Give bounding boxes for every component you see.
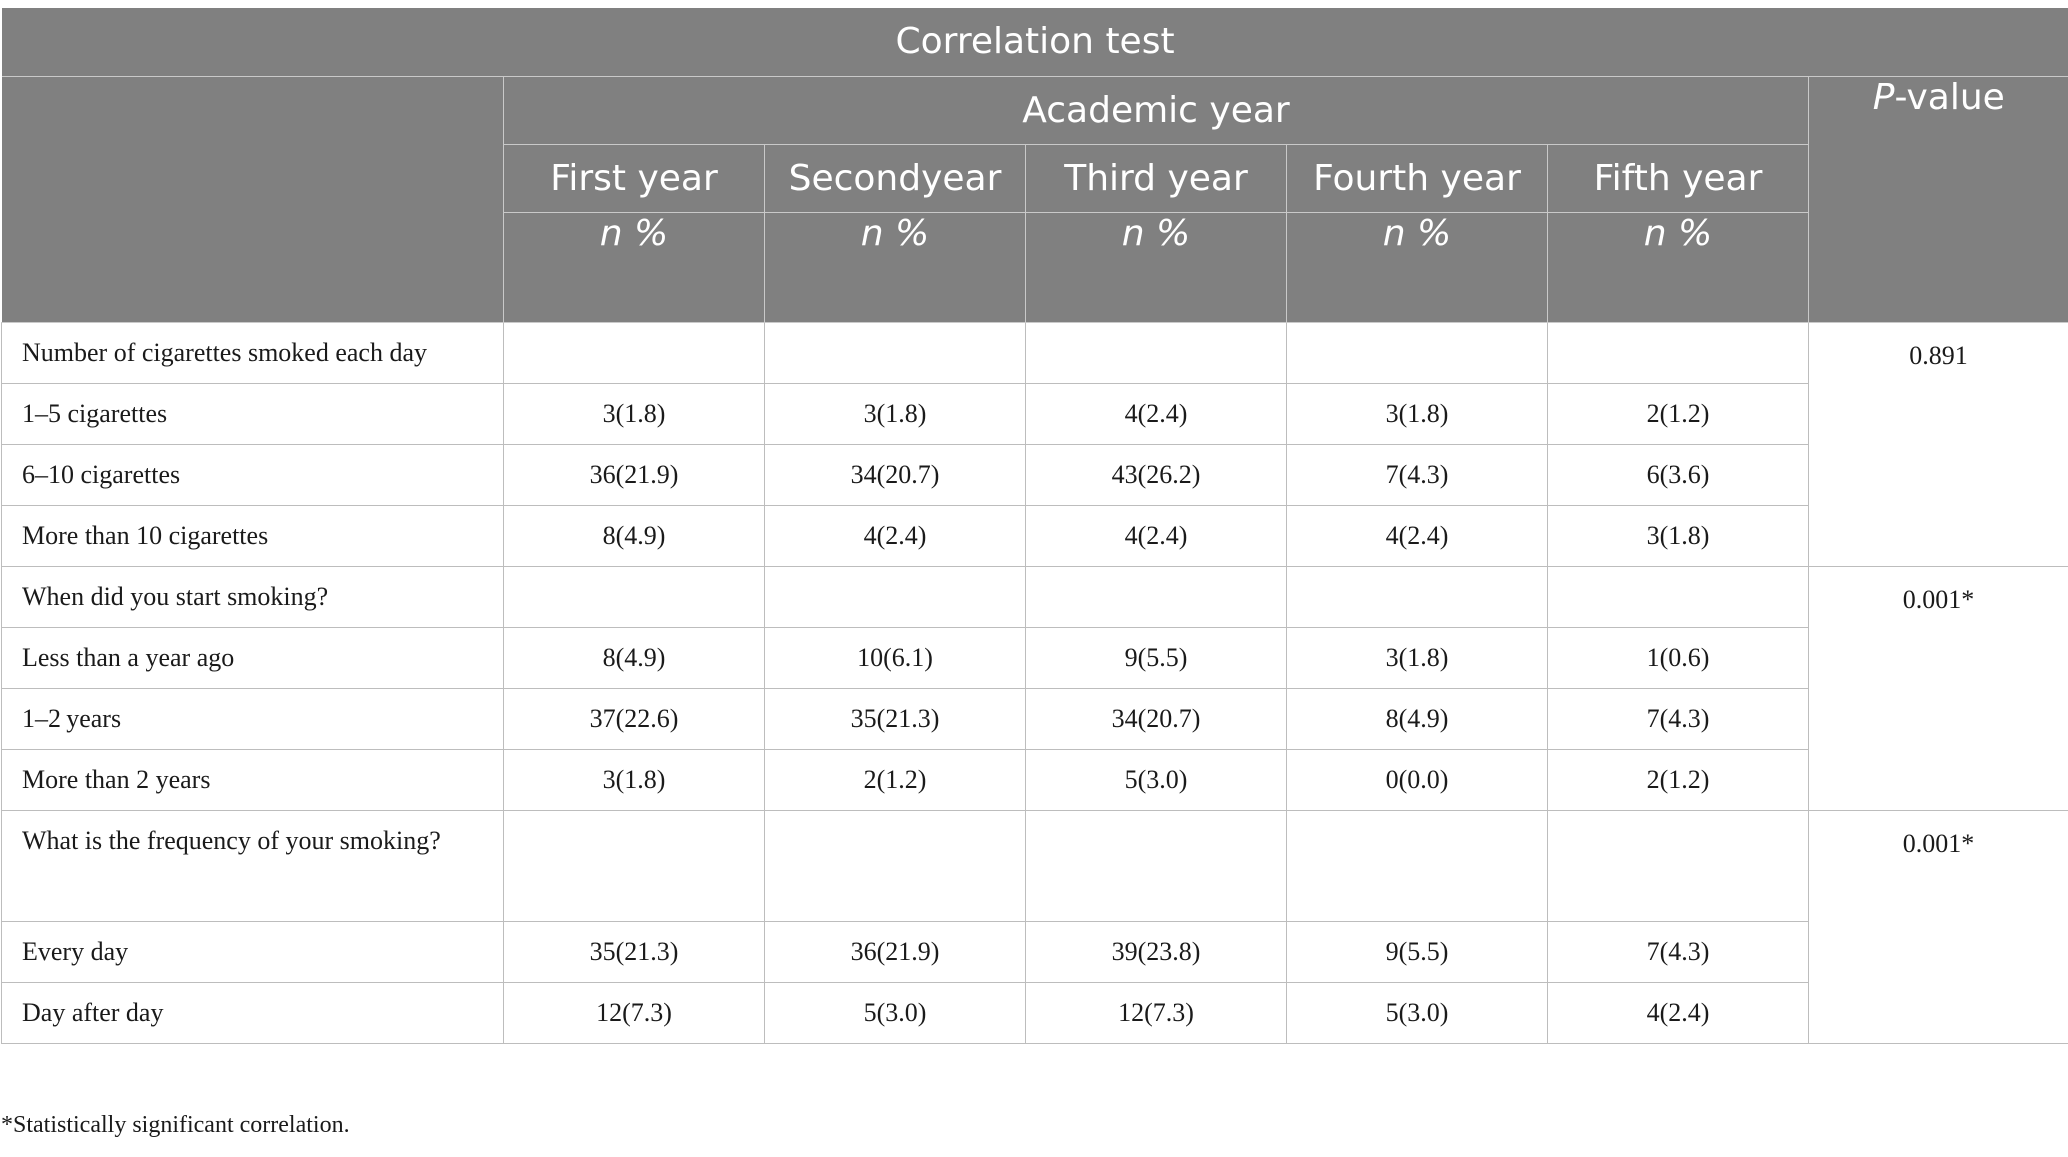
table-cell: 4(2.4) [1025, 504, 1287, 567]
pvalue-header-rest: -value [1894, 76, 2005, 118]
table-cell: 7(4.3) [1547, 687, 1809, 750]
table-cell [1547, 809, 1809, 922]
row-label: Every day [1, 920, 504, 983]
n-percent-header: n % [503, 212, 765, 323]
table-cell [503, 565, 765, 628]
table-cell: 35(21.3) [503, 920, 765, 983]
row-label: More than 2 years [1, 748, 504, 811]
table-cell [1025, 809, 1287, 922]
table-cell [1286, 321, 1548, 384]
table-cell [1547, 565, 1809, 628]
table-cell: 6(3.6) [1547, 443, 1809, 506]
table-cell: 7(4.3) [1286, 443, 1548, 506]
row-label: 1–5 cigarettes [1, 382, 504, 445]
table-cell: 39(23.8) [1025, 920, 1287, 983]
pvalue-header-italic: P [1872, 76, 1895, 118]
table-cell: 4(2.4) [1025, 382, 1287, 445]
table-cell: 8(4.9) [503, 626, 765, 689]
table-row: Every day 35(21.3) 36(21.9) 39(23.8) 9(5… [1, 920, 2068, 983]
row-label: 6–10 cigarettes [1, 443, 504, 506]
n-percent-header: n % [1025, 212, 1287, 323]
table-cell: 9(5.5) [1286, 920, 1548, 983]
table-cell: 3(1.8) [1286, 626, 1548, 689]
table-cell: 12(7.3) [1025, 981, 1287, 1044]
table-cell: 4(2.4) [1547, 981, 1809, 1044]
table-row: 1–2 years 37(22.6) 35(21.3) 34(20.7) 8(4… [1, 687, 2068, 750]
table-cell: 9(5.5) [1025, 626, 1287, 689]
table-cell: 3(1.8) [503, 382, 765, 445]
table-row: Less than a year ago 8(4.9) 10(6.1) 9(5.… [1, 626, 2068, 689]
pvalue-cell: 0.001* [1807, 565, 2068, 811]
table-cell: 5(3.0) [1286, 981, 1548, 1044]
table-row: When did you start smoking? 0.001* [1, 565, 2068, 811]
table-cell: 34(20.7) [1025, 687, 1287, 750]
table-cell: 5(3.0) [1025, 748, 1287, 811]
table-cell: 34(20.7) [764, 443, 1026, 506]
table-cell: 10(6.1) [764, 626, 1026, 689]
table-cell: 36(21.9) [764, 920, 1026, 983]
table-cell: 36(21.9) [503, 443, 765, 506]
table-cell: 0(0.0) [1286, 748, 1548, 811]
row-label: Less than a year ago [1, 626, 504, 689]
row-label-header [1, 76, 504, 323]
row-label: When did you start smoking? [1, 565, 504, 628]
table-cell [1025, 565, 1287, 628]
table-cell: 43(26.2) [1025, 443, 1287, 506]
table-cell: 37(22.6) [503, 687, 765, 750]
year-header: Secondyear [764, 144, 1026, 213]
table-cell [1547, 321, 1809, 384]
table-title: Correlation test [1, 8, 2068, 77]
table-cell: 12(7.3) [503, 981, 765, 1044]
row-label: More than 10 cigarettes [1, 504, 504, 567]
table-cell: 1(0.6) [1547, 626, 1809, 689]
table-cell: 3(1.8) [1547, 504, 1809, 567]
table-cell: 8(4.9) [1286, 687, 1548, 750]
table-row: 1–5 cigarettes 3(1.8) 3(1.8) 4(2.4) 3(1.… [1, 382, 2068, 445]
table-row: 6–10 cigarettes 36(21.9) 34(20.7) 43(26.… [1, 443, 2068, 506]
table-row: More than 10 cigarettes 8(4.9) 4(2.4) 4(… [1, 504, 2068, 567]
table-cell: 4(2.4) [764, 504, 1026, 567]
n-percent-header: n % [1286, 212, 1548, 323]
table-cell: 3(1.8) [1286, 382, 1548, 445]
table-cell [1286, 809, 1548, 922]
table-cell: 8(4.9) [503, 504, 765, 567]
footnote: *Statistically significant correlation. [1, 1112, 350, 1138]
table-cell: 7(4.3) [1547, 920, 1809, 983]
table-cell: 3(1.8) [764, 382, 1026, 445]
table-cell: 35(21.3) [764, 687, 1026, 750]
n-percent-header: n % [764, 212, 1026, 323]
table-row: What is the frequency of your smoking? 0… [1, 809, 2068, 1044]
pvalue-header: P-value [1808, 76, 2068, 323]
table-row: More than 2 years 3(1.8) 2(1.2) 5(3.0) 0… [1, 748, 2068, 811]
table-cell: 3(1.8) [503, 748, 765, 811]
year-header: Fifth year [1547, 144, 1809, 213]
row-label: What is the frequency of your smoking? [1, 809, 504, 922]
row-label: Day after day [1, 981, 504, 1044]
table-cell [1025, 321, 1287, 384]
year-header: First year [503, 144, 765, 213]
table-row: Day after day 12(7.3) 5(3.0) 12(7.3) 5(3… [1, 981, 2068, 1044]
table-cell: 4(2.4) [1286, 504, 1548, 567]
table-cell [764, 809, 1026, 922]
table-cell: 2(1.2) [1547, 382, 1809, 445]
table-cell [1286, 565, 1548, 628]
year-header: Third year [1025, 144, 1287, 213]
correlation-table: Correlation test Academic year P-value F… [1, 8, 2068, 1044]
pvalue-cell: 0.001* [1807, 809, 2068, 1044]
table-cell [764, 565, 1026, 628]
n-percent-header: n % [1547, 212, 1809, 323]
academic-year-header: Academic year [503, 76, 1809, 145]
table-cell: 2(1.2) [1547, 748, 1809, 811]
row-label: 1–2 years [1, 687, 504, 750]
table-cell [764, 321, 1026, 384]
table-cell: 5(3.0) [764, 981, 1026, 1044]
pvalue-cell: 0.891 [1807, 321, 2068, 567]
year-header: Fourth year [1286, 144, 1548, 213]
table-row: Number of cigarettes smoked each day 0.8… [1, 321, 2068, 567]
table-cell [503, 809, 765, 922]
table-cell: 2(1.2) [764, 748, 1026, 811]
table-cell [503, 321, 765, 384]
row-label: Number of cigarettes smoked each day [1, 321, 504, 384]
